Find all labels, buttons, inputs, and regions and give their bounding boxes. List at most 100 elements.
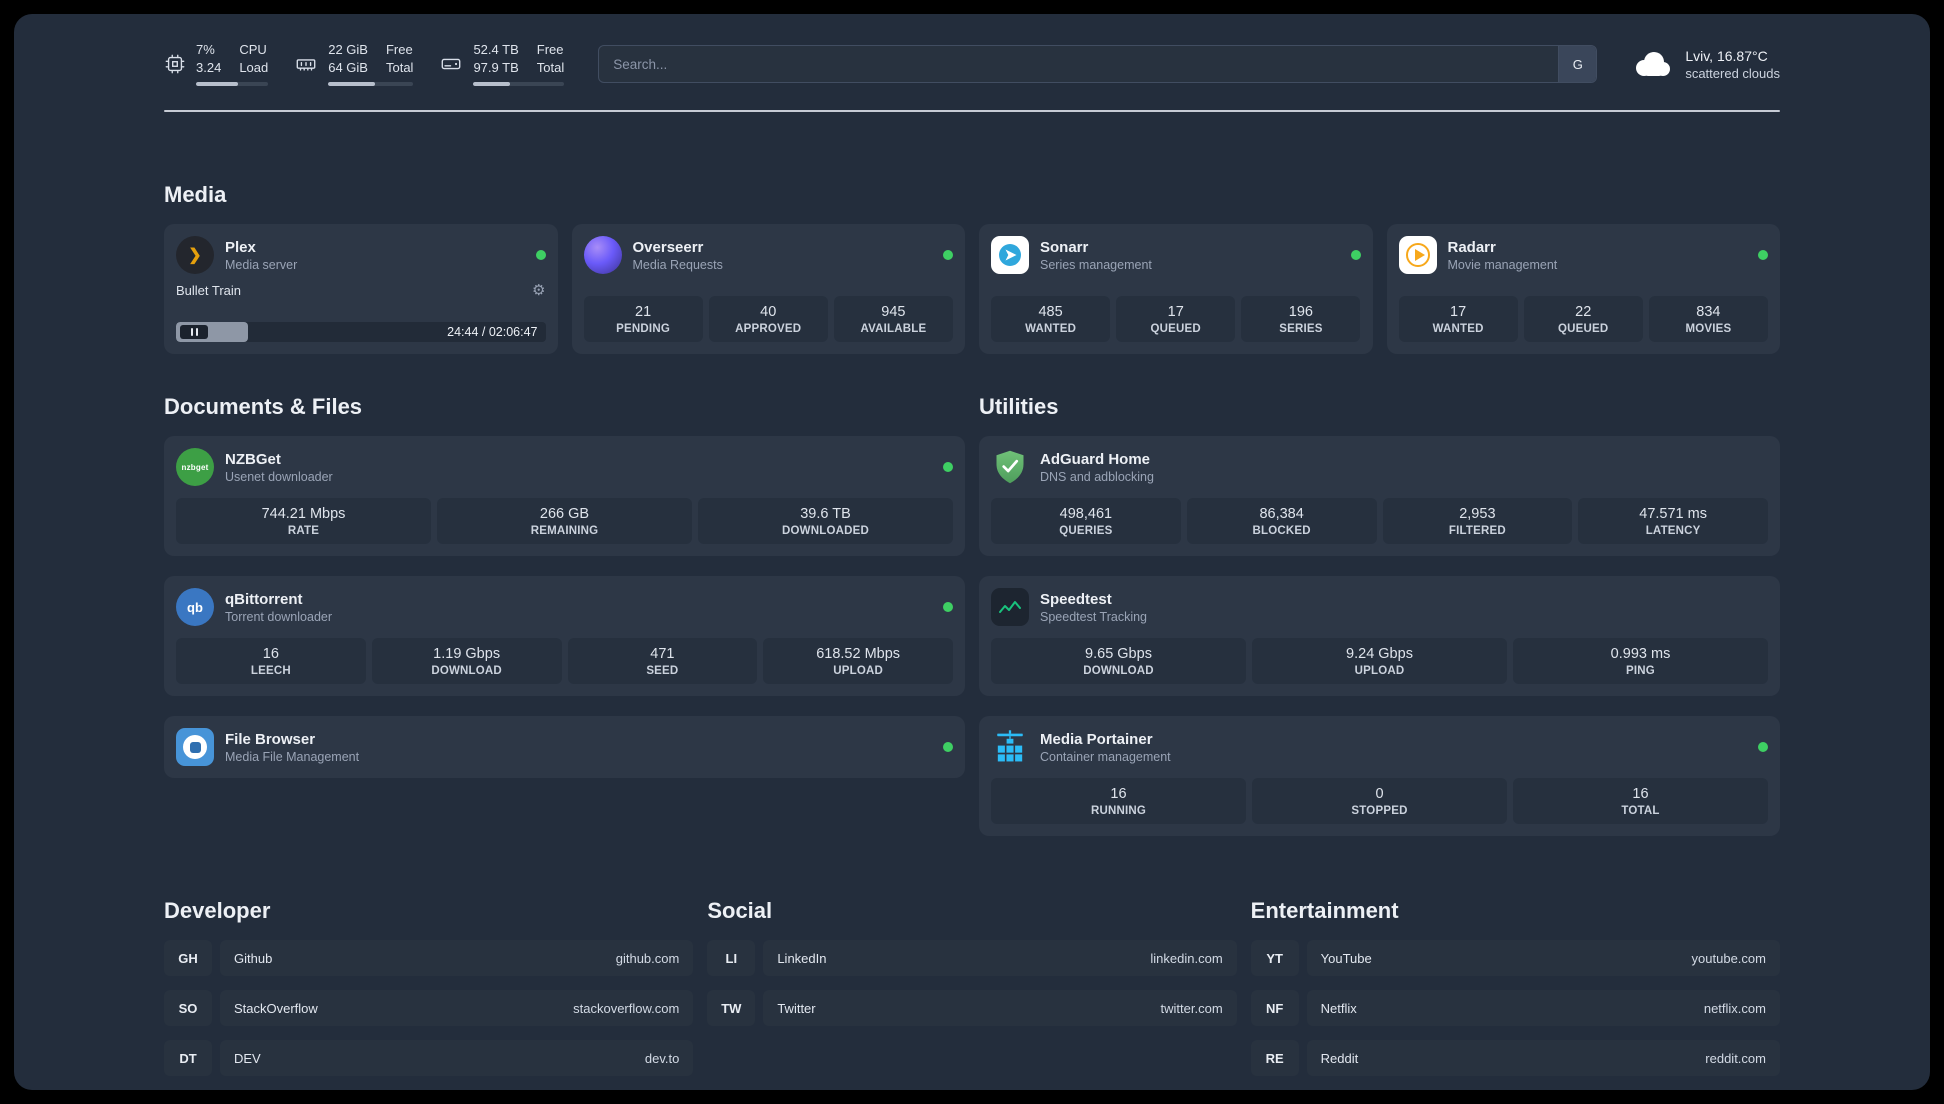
service-card-portainer[interactable]: Media Portainer Container management 16 R… bbox=[979, 716, 1780, 836]
stat-tile: 485 WANTED bbox=[991, 296, 1111, 342]
nzbget-icon: nzbget bbox=[176, 448, 214, 486]
service-subtitle: Container management bbox=[1040, 749, 1171, 764]
stat-tile: 17 WANTED bbox=[1398, 296, 1518, 342]
bookmark-url: github.com bbox=[615, 950, 680, 966]
stat-tile: 744.21 Mbps RATE bbox=[176, 498, 431, 544]
stat-tile: 22 QUEUED bbox=[1523, 296, 1643, 342]
bookmark-abbr: LI bbox=[707, 940, 756, 976]
service-card-filebrowser[interactable]: File Browser Media File Management bbox=[164, 716, 965, 778]
service-card-radarr[interactable]: Radarr Movie management 17 WANTED 22 QUEUE… bbox=[1386, 224, 1780, 354]
search-input[interactable] bbox=[599, 46, 1559, 82]
bookmark-name: Reddit bbox=[1320, 1050, 1359, 1066]
stat-tile: 2,953 FILTERED bbox=[1382, 498, 1573, 544]
service-name: Media Portainer bbox=[1040, 730, 1153, 748]
service-card-qbittorrent[interactable]: qb qBittorrent Torrent downloader 16 LEEC… bbox=[164, 576, 965, 696]
service-subtitle: Media server bbox=[225, 257, 298, 272]
bookmark-url: dev.to bbox=[644, 1050, 680, 1066]
service-card-adguard[interactable]: AdGuard Home DNS and adblocking 498,461 Q… bbox=[979, 436, 1780, 556]
search-engine-button[interactable]: G bbox=[1558, 46, 1597, 82]
status-dot bbox=[1758, 742, 1768, 752]
memory-total-value: 64 GiB bbox=[328, 60, 368, 75]
weather-widget: Lviv, 16.87°C scattered clouds bbox=[1631, 48, 1780, 81]
stat-tile: 86,384 BLOCKED bbox=[1186, 498, 1377, 544]
developer-section-title: Developer bbox=[164, 898, 271, 923]
bookmark-abbr: GH bbox=[164, 940, 212, 976]
bookmarks-social: Social LI LinkedIn linkedin.com TW Twitt… bbox=[707, 898, 1237, 1076]
bookmark-abbr: YT bbox=[1250, 940, 1299, 976]
stat-tile: 16 RUNNING bbox=[991, 778, 1246, 824]
memory-progress-bar bbox=[328, 81, 414, 86]
bookmark-dev[interactable]: DT DEV dev.to bbox=[164, 1040, 694, 1076]
memory-free-value: 22 GiB bbox=[328, 42, 368, 58]
service-subtitle: Usenet downloader bbox=[225, 469, 333, 484]
stat-tile: 47.571 ms LATENCY bbox=[1578, 498, 1768, 544]
service-card-speedtest[interactable]: Speedtest Speedtest Tracking 9.65 Gbps DO… bbox=[979, 576, 1780, 696]
bookmark-name: Github bbox=[234, 950, 273, 966]
bookmark-netflix[interactable]: NF Netflix netflix.com bbox=[1250, 990, 1780, 1026]
service-name: Speedtest bbox=[1040, 590, 1112, 608]
service-name: qBittorrent bbox=[225, 590, 303, 608]
radarr-icon bbox=[1398, 236, 1437, 274]
stat-tile: 618.52 Mbps UPLOAD bbox=[763, 638, 953, 684]
service-card-nzbget[interactable]: nzbget NZBGet Usenet downloader 744.21 M… bbox=[164, 436, 965, 556]
memory-icon bbox=[296, 59, 316, 71]
bookmark-url: linkedin.com bbox=[1150, 950, 1223, 966]
status-dot bbox=[943, 742, 953, 752]
gear-icon[interactable]: ⚙ bbox=[532, 282, 546, 299]
stat-tile: 9.24 Gbps UPLOAD bbox=[1252, 638, 1507, 684]
stat-tile: 471 SEED bbox=[567, 638, 758, 684]
bookmark-stackoverflow[interactable]: SO StackOverflow stackoverflow.com bbox=[164, 990, 694, 1026]
service-subtitle: Media Requests bbox=[632, 257, 723, 272]
plex-icon: ❯ bbox=[176, 236, 214, 274]
bookmark-youtube[interactable]: YT YouTube youtube.com bbox=[1250, 940, 1780, 976]
service-card-sonarr[interactable]: Sonarr Series management 485 WANTED 17 QUE… bbox=[979, 224, 1373, 354]
status-dot bbox=[943, 602, 953, 612]
service-card-plex[interactable]: ❯ Plex Media server Bullet Train ⚙ 24:44… bbox=[164, 224, 558, 354]
stat-tile: 498,461 QUERIES bbox=[991, 498, 1181, 544]
bookmark-name: Netflix bbox=[1320, 1000, 1357, 1016]
bookmark-github[interactable]: GH Github github.com bbox=[164, 940, 694, 976]
service-card-overseerr[interactable]: Overseerr Media Requests 21 PENDING 40 APP… bbox=[571, 224, 965, 354]
bookmark-name: Twitter bbox=[777, 1000, 816, 1016]
bookmark-linkedin[interactable]: LI LinkedIn linkedin.com bbox=[707, 940, 1237, 976]
stat-tile: 0 STOPPED bbox=[1252, 778, 1507, 824]
storage-progress-bar bbox=[473, 81, 565, 86]
service-name: File Browser bbox=[225, 730, 316, 748]
cpu-load-label: Load bbox=[239, 60, 269, 75]
service-subtitle: Torrent downloader bbox=[225, 609, 333, 624]
cpu-label: CPU bbox=[239, 42, 267, 58]
bookmark-url: reddit.com bbox=[1705, 1050, 1766, 1066]
bookmark-abbr: SO bbox=[164, 990, 212, 1026]
disk-icon bbox=[442, 58, 461, 70]
bookmark-name: DEV bbox=[234, 1050, 261, 1066]
sonarr-icon bbox=[991, 236, 1029, 274]
dashboard: 7% 3.24 CPU Load 22 GiB bbox=[14, 14, 1930, 1090]
playback-progress-bar[interactable]: 24:44 / 02:06:47 bbox=[176, 322, 546, 342]
service-name: Radarr bbox=[1447, 238, 1496, 256]
stat-tile: 16 LEECH bbox=[176, 638, 366, 684]
bookmark-reddit[interactable]: RE Reddit reddit.com bbox=[1250, 1040, 1780, 1076]
bookmark-twitter[interactable]: TW Twitter twitter.com bbox=[707, 990, 1237, 1026]
service-name: Overseerr bbox=[632, 238, 704, 256]
stat-tile: 0.993 ms PING bbox=[1513, 638, 1768, 684]
topbar-divider bbox=[164, 110, 1780, 112]
stat-tile: 1.19 Gbps DOWNLOAD bbox=[371, 638, 562, 684]
pause-button[interactable] bbox=[180, 325, 208, 339]
overseerr-icon bbox=[583, 236, 622, 274]
topbar: 7% 3.24 CPU Load 22 GiB bbox=[164, 40, 1780, 88]
stat-tile: 266 GB REMAINING bbox=[437, 498, 692, 544]
bookmark-name: YouTube bbox=[1320, 950, 1372, 966]
documents-section-title: Documents & Files bbox=[164, 394, 363, 419]
service-subtitle: Speedtest Tracking bbox=[1040, 609, 1148, 624]
memory-metric: 22 GiB 64 GiB Free Total bbox=[294, 42, 414, 86]
service-name: NZBGet bbox=[225, 450, 281, 468]
media-section: Media ❯ Plex Media server Bullet Train ⚙ bbox=[164, 182, 1780, 354]
stat-tile: 39.6 TB DOWNLOADED bbox=[698, 498, 953, 544]
storage-total-label: Total bbox=[536, 60, 565, 75]
bookmarks-area: Developer GH Github github.com SO StackO… bbox=[164, 898, 1780, 1076]
now-playing-title: Bullet Train bbox=[176, 283, 242, 298]
utilities-section-title: Utilities bbox=[979, 394, 1059, 419]
stat-tile: 21 PENDING bbox=[583, 296, 703, 342]
service-name: Sonarr bbox=[1040, 238, 1089, 256]
